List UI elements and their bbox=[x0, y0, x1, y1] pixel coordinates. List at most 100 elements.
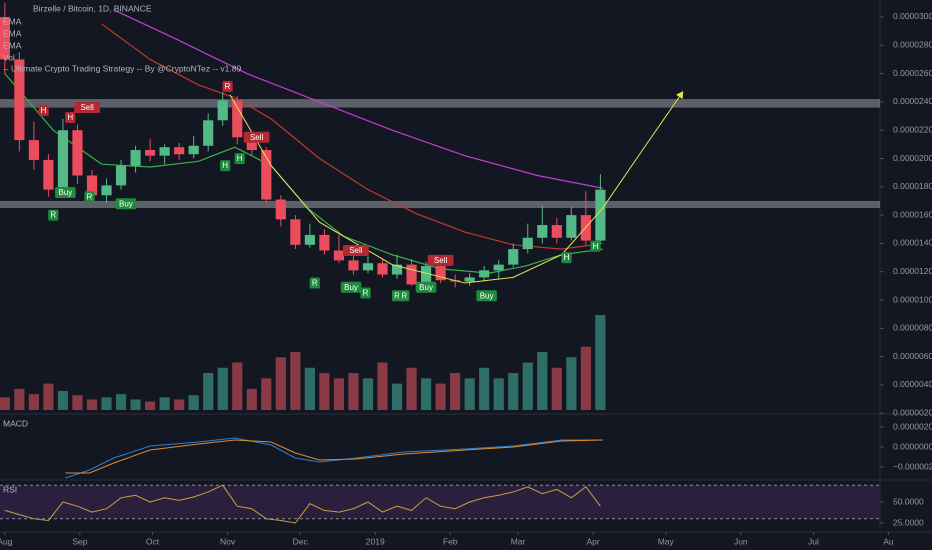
candle-body bbox=[28, 140, 39, 160]
signal-badge bbox=[220, 160, 231, 172]
signal-label: Buy bbox=[344, 283, 358, 292]
volume-bar bbox=[203, 373, 214, 410]
volume-bar bbox=[275, 357, 286, 410]
candle-body bbox=[348, 260, 359, 271]
y-tick-label: 50.0000 bbox=[893, 496, 924, 506]
pane-title: MACD bbox=[3, 418, 28, 428]
signal-label: Buy bbox=[480, 291, 494, 300]
x-tick-label: Apr bbox=[587, 536, 600, 546]
legend: Birzelle / Bitcoin, 1D, BINANCE EMA EMA … bbox=[3, 3, 241, 494]
symbol-title: Birzelle / Bitcoin, 1D, BINANCE bbox=[33, 3, 152, 13]
signal-badge bbox=[115, 198, 137, 210]
x-tick-label: 2019 bbox=[366, 536, 385, 546]
volume-bar bbox=[435, 383, 446, 410]
zone bbox=[0, 99, 880, 108]
signal-badge bbox=[561, 252, 572, 264]
signal-badge bbox=[84, 191, 95, 203]
volume-bar bbox=[522, 362, 533, 410]
signal-label: Buy bbox=[419, 283, 433, 292]
signal-label: R bbox=[394, 291, 400, 300]
candle-body bbox=[493, 264, 504, 271]
volume-bar bbox=[246, 388, 257, 410]
signal-label: R bbox=[401, 291, 407, 300]
candle-body bbox=[464, 277, 475, 282]
x-tick-label: Dec bbox=[293, 536, 309, 546]
volume-bar bbox=[391, 383, 403, 410]
volume-bar bbox=[566, 357, 577, 410]
signal-label: R bbox=[50, 211, 56, 220]
volume-bar bbox=[115, 394, 127, 410]
signal-badge bbox=[309, 277, 320, 289]
volume-bar bbox=[72, 395, 83, 410]
indicator-line bbox=[65, 439, 603, 474]
volume-bar bbox=[174, 399, 185, 410]
signal-badge bbox=[399, 290, 410, 302]
candle-body bbox=[217, 100, 228, 121]
x-tick-label: Aug bbox=[0, 536, 13, 546]
volume-bar bbox=[232, 362, 243, 410]
legend-entry: EMA bbox=[3, 16, 22, 26]
volume-bar bbox=[580, 346, 591, 410]
candle-body bbox=[333, 250, 345, 261]
volume-bar bbox=[348, 373, 359, 410]
signal-badge bbox=[590, 240, 601, 252]
y-tick-label: 25.0000 bbox=[893, 517, 924, 527]
signal-label: Buy bbox=[119, 199, 133, 208]
legend-entry: Vol bbox=[3, 52, 15, 62]
signal-label: H bbox=[593, 242, 599, 251]
indicator-line bbox=[4, 484, 601, 524]
candle-body bbox=[522, 237, 533, 250]
candle-body bbox=[551, 225, 562, 238]
signal-label: Sell bbox=[434, 256, 448, 265]
signal-label: R bbox=[312, 279, 318, 288]
signal-badge bbox=[65, 111, 76, 123]
candle-body bbox=[203, 120, 214, 146]
candle-body bbox=[188, 145, 199, 155]
candle-body bbox=[377, 263, 388, 275]
pane bbox=[0, 484, 880, 524]
signal-badge bbox=[55, 186, 76, 198]
candle-body bbox=[290, 219, 301, 245]
candle-body bbox=[304, 234, 315, 245]
candle-body bbox=[246, 137, 257, 151]
candle-body bbox=[261, 150, 272, 200]
volume-bar bbox=[145, 401, 156, 410]
volume-bar bbox=[537, 351, 548, 410]
signal-label: H bbox=[67, 113, 73, 122]
candle-body bbox=[362, 263, 374, 271]
candle-body bbox=[174, 147, 185, 155]
signal-badge bbox=[243, 131, 270, 143]
volume-bar bbox=[493, 378, 504, 410]
candle-body bbox=[479, 270, 490, 278]
x-tick-label: Au bbox=[883, 536, 894, 546]
volume-bar bbox=[290, 351, 301, 410]
signal-label: H bbox=[41, 106, 47, 115]
candle-body bbox=[406, 264, 417, 285]
ema-line bbox=[101, 23, 603, 250]
x-tick-label: May bbox=[658, 536, 675, 546]
x-tick-label: Jul bbox=[808, 536, 819, 546]
signal-badge bbox=[234, 153, 245, 165]
volume-bar bbox=[420, 378, 432, 410]
x-tick-label: Oct bbox=[146, 536, 160, 546]
volume-bar bbox=[43, 383, 54, 410]
pane-title: RSI bbox=[3, 484, 17, 494]
legend-entry: EMA bbox=[3, 40, 22, 50]
volume-bar bbox=[450, 373, 461, 410]
candle-body bbox=[508, 249, 519, 265]
volume-bar bbox=[595, 315, 606, 410]
x-tick-label: Feb bbox=[443, 536, 458, 546]
